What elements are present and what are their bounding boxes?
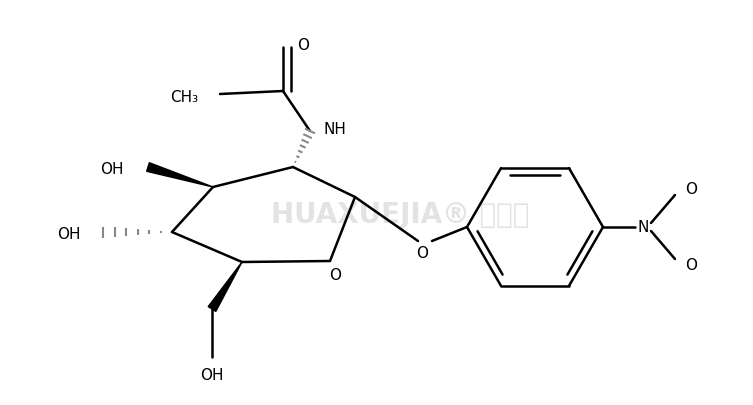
Text: O: O [685, 258, 697, 273]
Text: O: O [329, 268, 341, 283]
Text: OH: OH [57, 227, 81, 242]
Text: NH: NH [324, 121, 347, 136]
Text: OH: OH [100, 162, 124, 177]
Polygon shape [209, 262, 242, 312]
Text: HUAXUEJIA® 化学加: HUAXUEJIA® 化学加 [271, 200, 529, 228]
Text: OH: OH [200, 368, 224, 383]
Text: CH₃: CH₃ [170, 90, 198, 105]
Text: O: O [685, 182, 697, 197]
Polygon shape [147, 163, 213, 188]
Text: N: N [637, 220, 648, 235]
Text: O: O [416, 246, 428, 261]
Text: O: O [297, 38, 309, 53]
